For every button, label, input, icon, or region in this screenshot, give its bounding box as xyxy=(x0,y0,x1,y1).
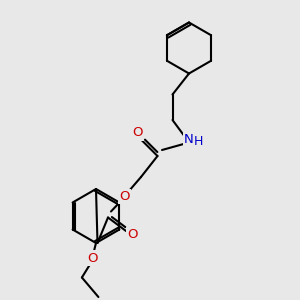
Text: O: O xyxy=(132,126,143,140)
Text: O: O xyxy=(119,190,130,203)
Text: H: H xyxy=(194,135,203,148)
Text: N: N xyxy=(184,133,194,146)
Text: O: O xyxy=(127,228,138,241)
Text: O: O xyxy=(87,251,98,265)
